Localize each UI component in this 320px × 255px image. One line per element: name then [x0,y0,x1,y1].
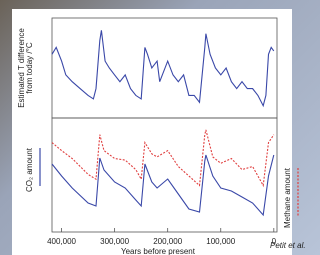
source: Petit et al. [270,241,306,250]
x-tick-label: 400,000 [47,237,76,246]
y-axis-label: from today /°C [25,42,34,93]
y-axis-label: CO₂ amount [25,147,34,192]
y2-axis-label: Methane amount [283,167,292,228]
card [12,9,292,255]
x-tick-label: 300,000 [100,237,129,246]
x-axis-label: Years before present [121,247,196,255]
x-tick-label: 100,000 [206,237,235,246]
x-tick-label: 200,000 [153,237,182,246]
